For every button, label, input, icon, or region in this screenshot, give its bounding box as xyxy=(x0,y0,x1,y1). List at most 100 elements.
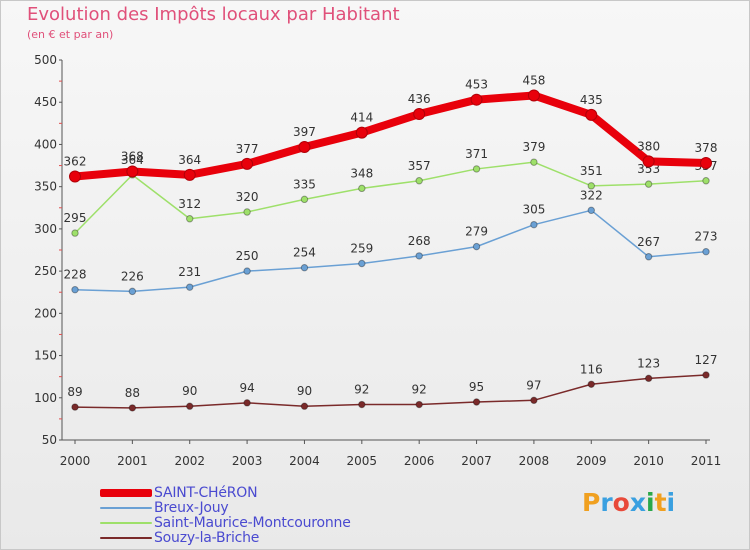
data-label: 351 xyxy=(580,164,603,178)
data-point xyxy=(587,182,595,190)
data-label: 364 xyxy=(178,153,201,167)
data-label: 458 xyxy=(522,73,545,87)
data-label: 94 xyxy=(239,381,254,395)
data-label: 89 xyxy=(67,385,82,399)
data-label: 97 xyxy=(526,378,541,392)
data-point xyxy=(702,177,710,185)
data-point xyxy=(300,195,309,204)
y-tick-label: 400 xyxy=(34,137,57,151)
data-point xyxy=(644,180,653,188)
data-label: 364 xyxy=(121,153,144,167)
data-point xyxy=(241,157,254,170)
data-label: 353 xyxy=(637,162,660,176)
data-label: 312 xyxy=(178,197,201,211)
data-point xyxy=(415,252,423,260)
legend-item-saint-cheron: SAINT-CHéRON xyxy=(100,485,258,501)
data-label: 335 xyxy=(293,177,316,191)
legend-swatch xyxy=(100,507,152,509)
data-label: 226 xyxy=(121,269,144,283)
data-label: 90 xyxy=(182,384,197,398)
data-point xyxy=(128,404,137,412)
data-point xyxy=(126,165,139,178)
data-label: 357 xyxy=(408,159,431,173)
y-tick-label: 250 xyxy=(34,264,57,278)
data-point xyxy=(415,400,423,409)
data-label: 92 xyxy=(354,383,369,397)
data-point xyxy=(355,126,368,139)
y-tick-label: 450 xyxy=(34,95,57,109)
logo-letter: t xyxy=(654,488,667,517)
data-label: 279 xyxy=(465,225,488,239)
legend-label: Breux-Jouy xyxy=(154,500,229,516)
data-label: 371 xyxy=(465,147,488,161)
x-tick-label: 2001 xyxy=(117,454,148,468)
data-point xyxy=(644,374,653,383)
data-label: 362 xyxy=(64,155,87,169)
data-point xyxy=(700,157,712,170)
data-label: 95 xyxy=(469,380,484,394)
series-line xyxy=(74,374,707,409)
data-label: 88 xyxy=(125,386,140,400)
data-point xyxy=(358,259,366,268)
data-label: 453 xyxy=(465,78,488,92)
data-point xyxy=(642,155,655,168)
data-point xyxy=(243,208,251,216)
data-point xyxy=(644,253,653,261)
data-label: 116 xyxy=(580,362,603,376)
data-label: 435 xyxy=(580,93,603,107)
chart-title: Evolution des Impôts locaux par Habitant xyxy=(27,4,400,25)
data-label: 379 xyxy=(522,140,545,154)
legend-item-saint-maurice: Saint-Maurice-Montcouronne xyxy=(100,515,351,531)
data-label: 348 xyxy=(350,166,373,180)
legend-label: Saint-Maurice-Montcouronne xyxy=(154,515,351,531)
y-tick-label: 150 xyxy=(34,349,57,363)
legend-swatch xyxy=(100,537,152,539)
data-point xyxy=(358,184,366,193)
x-tick-label: 2003 xyxy=(232,454,263,468)
logo-letter: r xyxy=(600,488,613,517)
y-tick-label: 350 xyxy=(34,180,57,194)
data-point xyxy=(69,170,81,183)
series-line xyxy=(71,91,710,181)
data-label: 273 xyxy=(695,230,718,244)
data-point xyxy=(472,398,481,406)
y-tick-label: 500 xyxy=(34,53,57,67)
data-point xyxy=(585,108,598,121)
data-label: 295 xyxy=(64,211,87,225)
x-tick-label: 2010 xyxy=(633,454,664,468)
data-label: 377 xyxy=(236,142,259,156)
x-tick-label: 2008 xyxy=(519,454,550,468)
data-label: 436 xyxy=(408,92,431,106)
data-point xyxy=(186,402,194,410)
legend-swatch xyxy=(100,522,152,524)
data-label: 397 xyxy=(293,125,316,139)
data-label: 90 xyxy=(297,384,312,398)
x-tick-label: 2011 xyxy=(691,454,722,468)
data-point xyxy=(527,89,540,102)
data-point xyxy=(415,177,423,185)
series-line xyxy=(74,209,707,293)
data-point xyxy=(470,93,483,106)
logo-letter: P xyxy=(582,488,601,517)
x-tick-label: 2005 xyxy=(347,454,378,468)
data-label: 368 xyxy=(121,149,144,163)
data-label: 268 xyxy=(408,234,431,248)
data-point xyxy=(702,247,710,256)
proxiti-logo: Proxiti xyxy=(582,488,675,517)
y-tick-label: 300 xyxy=(34,222,57,236)
data-label: 267 xyxy=(637,235,660,249)
data-point xyxy=(243,399,251,407)
logo-letter: i xyxy=(646,488,655,517)
y-tick-label: 100 xyxy=(34,391,57,405)
data-point xyxy=(300,402,309,410)
data-point xyxy=(358,400,366,409)
data-point xyxy=(587,380,595,388)
y-tick-label: 200 xyxy=(34,306,57,320)
x-tick-label: 2004 xyxy=(289,454,320,468)
data-point xyxy=(243,267,251,275)
logo-letter: x xyxy=(629,488,646,517)
data-label: 305 xyxy=(522,203,545,217)
data-point xyxy=(186,215,194,223)
